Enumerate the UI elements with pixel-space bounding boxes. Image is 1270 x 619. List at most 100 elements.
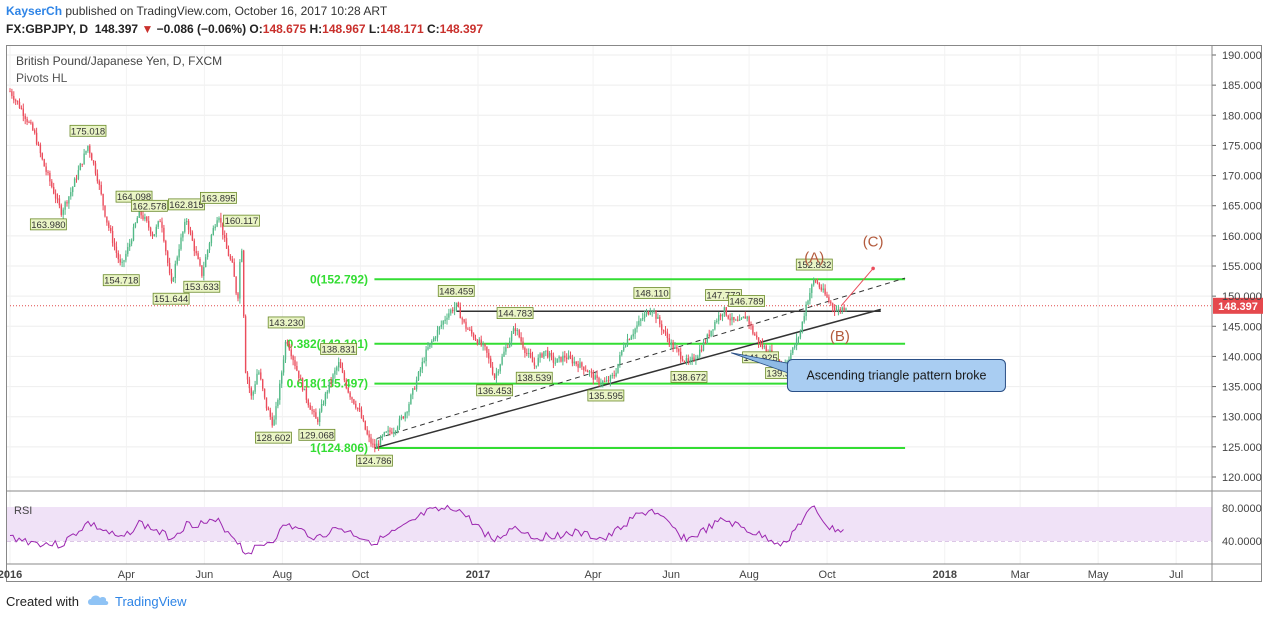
candle-body	[837, 309, 840, 311]
price-tick-label: 190.000	[1222, 50, 1262, 62]
candle-body	[193, 240, 195, 252]
time-tick-label: 2018	[932, 569, 956, 581]
candle-body	[224, 235, 226, 238]
candle-body	[586, 370, 589, 373]
candle-body	[415, 380, 418, 390]
candle-body	[765, 346, 767, 352]
candle-body	[119, 259, 121, 263]
candle-body	[159, 221, 161, 223]
candle-body	[691, 357, 693, 360]
candle-body	[632, 333, 634, 337]
candle-body	[127, 247, 129, 254]
candle-body	[560, 356, 562, 362]
candle-body	[623, 346, 625, 351]
candle-body	[113, 243, 116, 247]
candle-body	[700, 349, 703, 351]
pivot-box	[705, 289, 742, 301]
candle-body	[11, 91, 13, 97]
candle-body	[438, 326, 441, 331]
candle-body	[296, 365, 298, 371]
candle-body	[611, 374, 613, 376]
candle-body	[710, 330, 712, 337]
candle-body	[790, 353, 792, 360]
candle-body	[718, 315, 720, 321]
candle-body	[235, 276, 237, 294]
candle-body	[254, 384, 256, 392]
candle-body	[186, 221, 188, 223]
candle-body	[425, 349, 427, 362]
close-value: 148.397	[439, 22, 484, 36]
candle-body	[712, 329, 714, 331]
candle-body	[176, 257, 178, 264]
candle-body	[662, 330, 665, 332]
candle-body	[292, 356, 294, 361]
candle-body	[573, 361, 575, 364]
author-link[interactable]: KayserCh	[6, 4, 63, 18]
footer: Created with TradingView	[6, 594, 187, 609]
pivot-label: 163.980	[31, 220, 65, 231]
candle-body	[271, 416, 273, 426]
candle-body	[414, 388, 416, 390]
candle-body	[66, 202, 68, 204]
price-tick-label: 120.000	[1222, 472, 1262, 484]
published-text: published on TradingView.com, October 16…	[65, 4, 388, 18]
candle-body	[638, 320, 640, 326]
pivot-label: 160.117	[225, 216, 259, 227]
candle-body	[123, 260, 125, 262]
candle-body	[824, 288, 826, 295]
candle-body	[96, 173, 99, 182]
candle-body	[575, 361, 577, 365]
candle-body	[505, 347, 507, 352]
candle-body	[222, 222, 224, 236]
candle-body	[433, 337, 435, 342]
pivot-label: 144.783	[498, 309, 532, 320]
candle-body	[248, 379, 251, 389]
low-label: L:	[368, 22, 381, 36]
candle-body	[383, 432, 385, 436]
candle-body	[697, 356, 699, 359]
candle-body	[322, 404, 325, 406]
candle-body	[317, 418, 319, 422]
candle-body	[56, 198, 59, 200]
pivot-box	[102, 274, 140, 287]
candle-body	[178, 249, 180, 258]
created-with-text: Created with	[6, 594, 79, 609]
candle-body	[54, 193, 57, 199]
candle-body	[748, 316, 750, 324]
candle-body	[807, 300, 809, 305]
price-tick-label: 140.000	[1222, 351, 1262, 363]
price-tick-label: 185.000	[1222, 80, 1262, 92]
candle-body	[104, 205, 106, 217]
candle-body	[191, 232, 194, 241]
candle-body	[727, 315, 729, 319]
candle-body	[562, 355, 564, 362]
candle-body	[423, 361, 425, 363]
candle-body	[822, 288, 824, 290]
candle-body	[832, 303, 834, 308]
tradingview-link[interactable]: TradingView	[114, 594, 187, 609]
candle-body	[106, 216, 108, 223]
pivot-label: 148.110	[635, 289, 669, 300]
candle-body	[34, 130, 36, 133]
time-tick-label: Oct	[352, 569, 369, 581]
candle-body	[499, 364, 501, 372]
candle-body	[170, 273, 173, 282]
candle-body	[795, 338, 798, 346]
candle-body	[564, 355, 566, 358]
candle-body	[653, 311, 655, 313]
candle-body	[320, 404, 323, 412]
candle-body	[490, 358, 492, 367]
time-tick-label: Apr	[585, 569, 602, 581]
time-tick-label: Jun	[195, 569, 213, 581]
candle-body	[330, 381, 332, 383]
candle-body	[803, 316, 805, 322]
candle-body	[263, 388, 266, 398]
pivot-box	[795, 258, 833, 271]
candle-body	[108, 222, 110, 228]
candle-body	[282, 359, 285, 373]
candle-body	[298, 370, 300, 379]
candle-body	[28, 122, 30, 124]
candle-body	[13, 96, 15, 101]
candle-body	[510, 333, 513, 342]
